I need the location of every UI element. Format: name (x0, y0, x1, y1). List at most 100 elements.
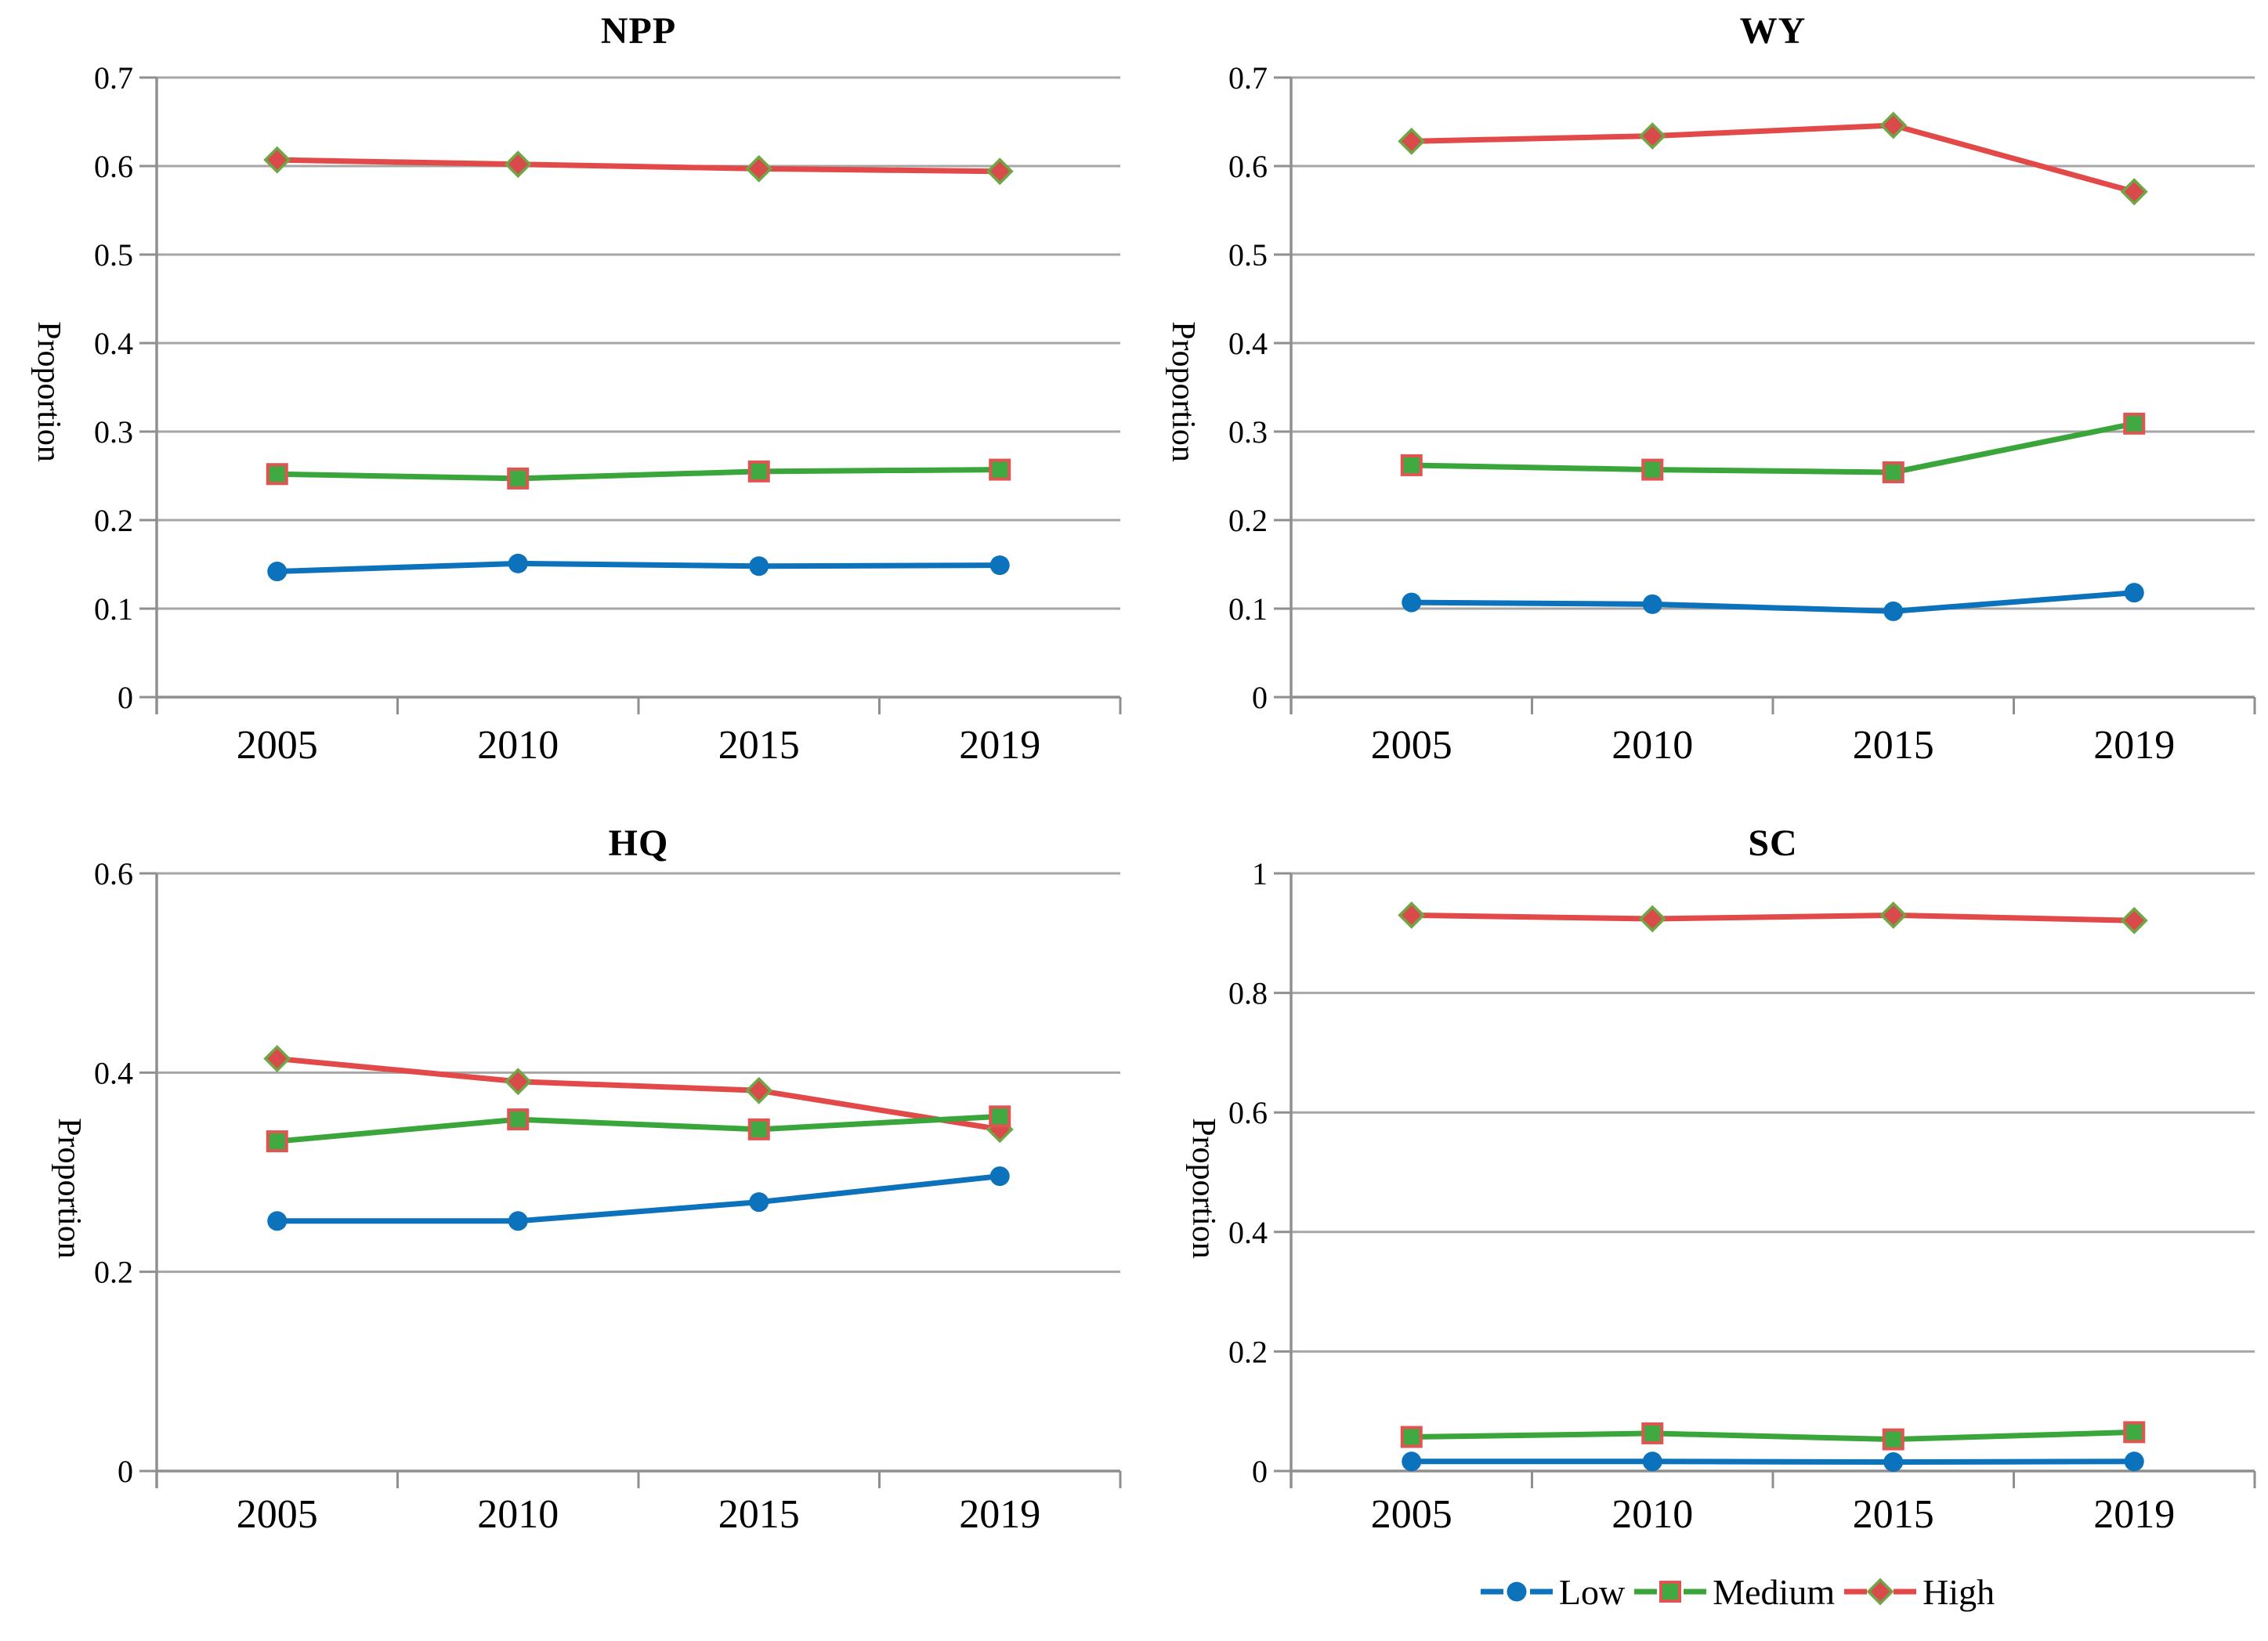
y-tick-label: 0.7 (94, 60, 133, 96)
sc-medium-line (1411, 1429, 2135, 1443)
hq-low-line (277, 1173, 1000, 1224)
sc-low-marker-2015 (1883, 1452, 1904, 1473)
hq-low-marker-2010 (508, 1211, 528, 1231)
y-tick-label: 0.4 (94, 326, 133, 361)
y-tick-label: 0.6 (94, 856, 133, 891)
y-tick-label: 0.8 (1228, 976, 1268, 1011)
hq-medium-line (277, 1113, 1000, 1144)
line-chart-wy: 0 0.1 0.2 0.3 0.4 0.5 0.6 0.7 2005 2010 2015 2019 (1228, 60, 2256, 768)
npp-low-marker-2015 (749, 556, 769, 577)
npp-medium-marker-2010 (507, 467, 530, 490)
wy-medium-marker-2005 (1400, 454, 1423, 476)
x-tick-label: 2019 (2093, 1492, 2175, 1537)
hq-medium-marker-2015 (747, 1118, 770, 1140)
y-tick-label: 0.5 (94, 237, 133, 273)
y-tick-label: 0.3 (94, 414, 133, 450)
chart-title-hq: HQ (608, 822, 669, 864)
wy-low-marker-2005 (1402, 592, 1422, 613)
y-tick-label: 0.1 (94, 591, 133, 627)
legend-marker-high (1866, 1578, 1894, 1606)
x-tick-label: 2005 (237, 1492, 318, 1537)
wy-high-line (1411, 122, 2136, 195)
sc-high-marker-2010 (1638, 905, 1666, 933)
y-tick-label: 0.6 (94, 149, 133, 184)
x-tick-label: 2015 (1853, 723, 1934, 768)
sc-medium-marker-2010 (1641, 1422, 1664, 1444)
legend-item-medium: Medium (1634, 1571, 1835, 1613)
wy-medium-line (1411, 421, 2135, 475)
hq-low-marker-2015 (749, 1192, 769, 1213)
legend-marker-medium (1659, 1581, 1682, 1603)
npp-high-marker-2010 (504, 150, 532, 179)
y-tick-label: 0.4 (94, 1055, 133, 1090)
npp-low-marker-2005 (267, 562, 288, 582)
chart-title-wy: WY (1739, 10, 1807, 52)
legend-label-high: High (1923, 1571, 1995, 1612)
sc-high-marker-2019 (2120, 906, 2148, 934)
npp-medium-marker-2019 (989, 458, 1011, 481)
sc-low-marker-2010 (1642, 1451, 1662, 1472)
hq-high-marker-2015 (745, 1076, 773, 1104)
wy-high-marker-2015 (1879, 111, 1908, 139)
chart-panel-sc: SC Proportion 0 0.2 0.4 0.6 0.8 1 2005 2010 2015… (1134, 820, 2268, 1640)
npp-low-line (277, 560, 1000, 575)
y-tick-label: 0.5 (1228, 237, 1268, 273)
x-tick-label: 2015 (1853, 1492, 1934, 1537)
wy-high-marker-2010 (1638, 122, 1666, 150)
wy-low-marker-2019 (2124, 583, 2144, 603)
chart-title-sc: SC (1748, 822, 1798, 864)
hq-high-marker-2010 (504, 1068, 532, 1096)
y-tick-label: 0.2 (94, 1255, 133, 1290)
y-tick-label: 0.2 (1228, 1334, 1268, 1369)
x-tick-label: 2010 (477, 723, 559, 768)
y-tick-label: 0.7 (1228, 60, 1268, 96)
sc-low-marker-2019 (2124, 1451, 2144, 1472)
medium-square-marker-icon (1634, 1581, 1707, 1603)
y-tick-label: 0.2 (94, 503, 133, 538)
wy-medium-marker-2010 (1641, 458, 1664, 481)
x-tick-label: 2005 (1371, 723, 1452, 768)
npp-high-line (277, 157, 1000, 175)
npp-low-marker-2019 (989, 555, 1010, 576)
hq-high-marker-2005 (263, 1045, 291, 1073)
y-tick-label: 0.1 (1228, 591, 1268, 627)
chart-panel-npp: NPP Proportion 0 0.1 0.2 0.3 0.4 0.5 0.6 0.7 200… (0, 0, 1134, 820)
y-tick-label: 0.4 (1228, 1215, 1268, 1250)
hq-medium-marker-2010 (507, 1108, 530, 1131)
legend-item-low: Low (1480, 1571, 1625, 1613)
low-circle-marker-icon (1480, 1581, 1553, 1602)
hq-low-marker-2005 (267, 1211, 288, 1231)
y-tick-label: 0.3 (1228, 414, 1268, 450)
sc-medium-marker-2015 (1882, 1428, 1904, 1451)
x-tick-label: 2019 (959, 723, 1040, 768)
wy-low-marker-2015 (1883, 601, 1904, 621)
npp-high-marker-2019 (986, 157, 1014, 186)
y-tick-label: 0.6 (1228, 1095, 1268, 1130)
legend-marker-low (1507, 1581, 1527, 1602)
sc-low-marker-2005 (1402, 1451, 1422, 1472)
sc-high-marker-2015 (1879, 901, 1908, 929)
x-tick-label: 2005 (237, 723, 318, 768)
x-tick-label: 2010 (1611, 1492, 1693, 1537)
x-tick-label: 2005 (1371, 1492, 1452, 1537)
legend-item-high: High (1844, 1571, 1995, 1613)
npp-low-marker-2010 (508, 553, 528, 573)
wy-medium-marker-2015 (1882, 461, 1904, 483)
legend: Low Medium High (1134, 1567, 2268, 1617)
hq-low-marker-2019 (989, 1166, 1010, 1187)
y-tick-label: 0 (1252, 1454, 1268, 1489)
y-tick-label: 0 (118, 680, 133, 715)
chart-panel-hq: HQ Proportion 0 0.2 0.4 0.6 2005 2010 2015 2019 (0, 820, 1134, 1640)
sc-medium-marker-2019 (2123, 1421, 2146, 1444)
x-tick-label: 2015 (718, 1492, 800, 1537)
sc-medium-marker-2005 (1400, 1426, 1423, 1448)
line-chart-hq: 0 0.2 0.4 0.6 2005 2010 2015 2019 (94, 856, 1122, 1537)
y-tick-label: 0 (1252, 680, 1268, 715)
npp-high-marker-2015 (745, 154, 773, 183)
y-tick-label: 0.2 (1228, 503, 1268, 538)
line-chart-sc: 0 0.2 0.4 0.6 0.8 1 2005 2010 2015 2019 (1228, 856, 2256, 1537)
sc-high-marker-2005 (1398, 901, 1426, 929)
chart-panel-wy: WY Proportion 0 0.1 0.2 0.3 0.4 0.5 0.6 0.7 2005… (1134, 0, 2268, 820)
legend-label-medium: Medium (1713, 1571, 1836, 1612)
